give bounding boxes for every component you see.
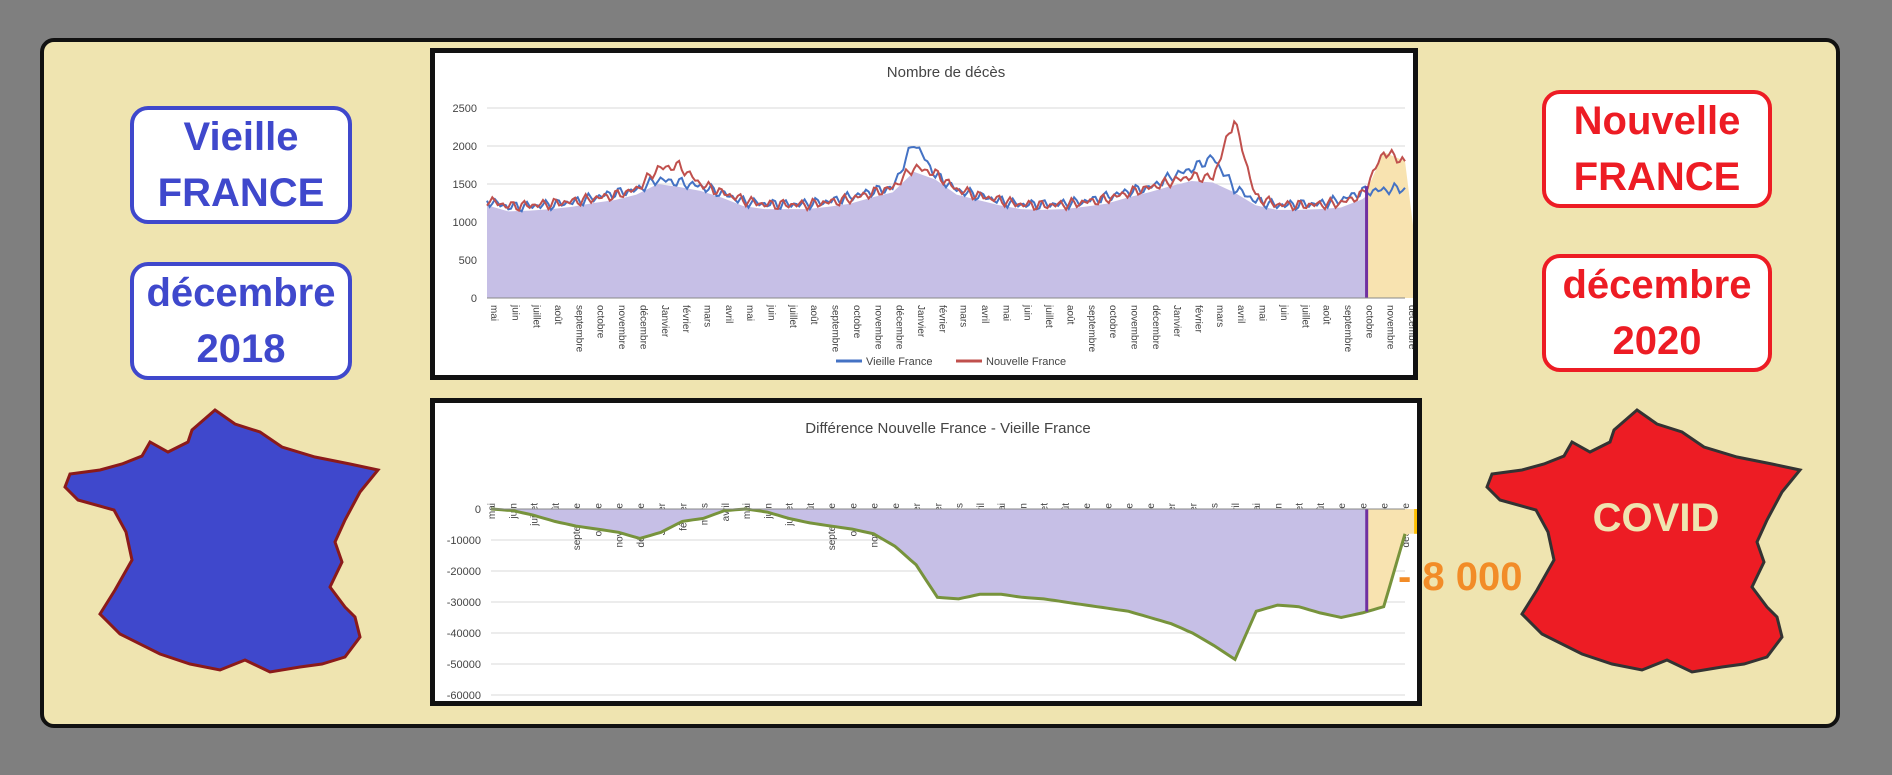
x-tick-label: Janvier bbox=[659, 305, 670, 338]
x-tick-label: décembre bbox=[894, 305, 905, 350]
france-map-blue bbox=[63, 408, 381, 674]
legend-label: Nouvelle France bbox=[986, 356, 1066, 368]
x-tick-label: mars bbox=[1214, 305, 1225, 327]
nouvelle-france-label: Nouvelle FRANCE bbox=[1542, 90, 1772, 208]
x-tick-label: mai bbox=[744, 305, 755, 321]
y-tick-label: -20000 bbox=[447, 566, 481, 578]
x-tick-label: décembre bbox=[637, 305, 648, 350]
x-tick-label: octobre bbox=[595, 305, 606, 339]
y-tick-label: 0 bbox=[471, 293, 477, 305]
y-tick-label: -60000 bbox=[447, 690, 481, 701]
x-tick-label: juillet bbox=[531, 304, 542, 328]
x-tick-label: septembre bbox=[1342, 305, 1353, 353]
y-tick-label: 500 bbox=[459, 255, 477, 267]
y-tick-label: 1500 bbox=[453, 179, 477, 191]
x-tick-label: juillet bbox=[1299, 304, 1310, 328]
covid-label: COVID bbox=[1592, 496, 1720, 540]
area-fill bbox=[487, 171, 1367, 298]
x-tick-label: avril bbox=[1235, 305, 1246, 323]
chart-title: Nombre de décès bbox=[887, 64, 1005, 81]
x-tick-label: avril bbox=[723, 305, 734, 323]
x-tick-label: décembre bbox=[1150, 305, 1161, 350]
x-tick-label: mai bbox=[1000, 305, 1011, 321]
x-tick-label: mai bbox=[488, 305, 499, 321]
x-tick-label: mars bbox=[958, 305, 969, 327]
x-tick-label: mai bbox=[742, 503, 753, 519]
y-tick-label: -30000 bbox=[447, 597, 481, 609]
x-tick-label: septembre bbox=[1086, 305, 1097, 353]
series-line bbox=[486, 119, 1406, 213]
nouvelle-date-year: 2020 bbox=[1612, 319, 1702, 363]
series-line bbox=[486, 145, 1406, 213]
deaths-chart: Nombre de décès 0 500 1000 1500 2000 2500 mai ju… bbox=[430, 48, 1424, 380]
x-tick-label: juin bbox=[509, 304, 520, 321]
france-shape-blue bbox=[63, 408, 381, 674]
x-tick-label: novembre bbox=[1385, 305, 1396, 350]
france-shape-red bbox=[1485, 408, 1803, 674]
x-tick-label: juillet bbox=[1043, 304, 1054, 328]
y-tick-label: -10000 bbox=[447, 535, 481, 547]
x-tick-label: août bbox=[1064, 305, 1075, 325]
x-tick-label: Janvier bbox=[1171, 305, 1182, 338]
vieille-label-line1: Vieille bbox=[183, 115, 299, 159]
nouvelle-label-line2: FRANCE bbox=[1573, 155, 1741, 199]
vieille-label-line2: FRANCE bbox=[157, 171, 325, 215]
series-line bbox=[490, 507, 1407, 662]
nouvelle-date-month: décembre bbox=[1562, 263, 1752, 307]
x-tick-label: septembre bbox=[830, 305, 841, 353]
x-tick-label: avril bbox=[979, 305, 990, 323]
vieille-date-year: 2018 bbox=[196, 327, 286, 371]
legend-label: Vieille France bbox=[866, 356, 932, 368]
x-tick-label: février bbox=[936, 305, 947, 333]
y-tick-label: 2500 bbox=[453, 103, 477, 115]
nouvelle-label-line1: Nouvelle bbox=[1573, 99, 1741, 143]
nouvelle-date-label: décembre 2020 bbox=[1542, 254, 1772, 372]
y-tick-label: 0 bbox=[475, 504, 481, 516]
x-tick-label: février bbox=[1193, 305, 1204, 333]
y-tick-label: -40000 bbox=[447, 628, 481, 640]
covid-period-fill bbox=[1366, 152, 1423, 298]
y-tick-label: -50000 bbox=[447, 659, 481, 671]
x-tick-label: Janvier bbox=[915, 305, 926, 338]
x-tick-label: mai bbox=[1257, 305, 1268, 321]
x-tick-label: mai bbox=[487, 503, 498, 519]
vieille-date-label: décembre 2018 bbox=[130, 262, 352, 380]
x-tick-label: août bbox=[1321, 305, 1332, 325]
x-tick-label: juillet bbox=[787, 304, 798, 328]
y-tick-label: 2000 bbox=[453, 141, 477, 153]
x-tick-label: novembre bbox=[1128, 305, 1139, 350]
x-tick-label: octobre bbox=[1107, 305, 1118, 339]
difference-chart: Différence Nouvelle France - Vieille Fra… bbox=[430, 398, 1422, 706]
x-tick-label: juin bbox=[1278, 304, 1289, 321]
x-tick-label: juin bbox=[1022, 304, 1033, 321]
x-tick-label: décembre bbox=[1406, 305, 1413, 350]
france-map-red bbox=[1485, 408, 1803, 674]
x-tick-label: novembre bbox=[872, 305, 883, 350]
x-tick-label: août bbox=[552, 305, 563, 325]
vieille-france-label: Vieille FRANCE bbox=[130, 106, 352, 224]
x-tick-label: novembre bbox=[616, 305, 627, 350]
x-tick-label: octobre bbox=[1363, 305, 1374, 339]
vieille-date-month: décembre bbox=[146, 271, 336, 315]
x-tick-label: mars bbox=[701, 305, 712, 327]
x-tick-label: juin bbox=[766, 304, 777, 321]
x-tick-label: septembre bbox=[573, 305, 584, 353]
chart-title: Différence Nouvelle France - Vieille Fra… bbox=[805, 420, 1090, 437]
difference-annotation: - 8 000 bbox=[1398, 555, 1523, 599]
x-tick-label: avril bbox=[721, 503, 732, 521]
x-tick-label: août bbox=[808, 305, 819, 325]
x-tick-label: février bbox=[680, 305, 691, 333]
y-tick-label: 1000 bbox=[453, 217, 477, 229]
difference-chart-svg: Différence Nouvelle France - Vieille Fra… bbox=[447, 420, 1418, 702]
x-tick-label: octobre bbox=[851, 305, 862, 339]
